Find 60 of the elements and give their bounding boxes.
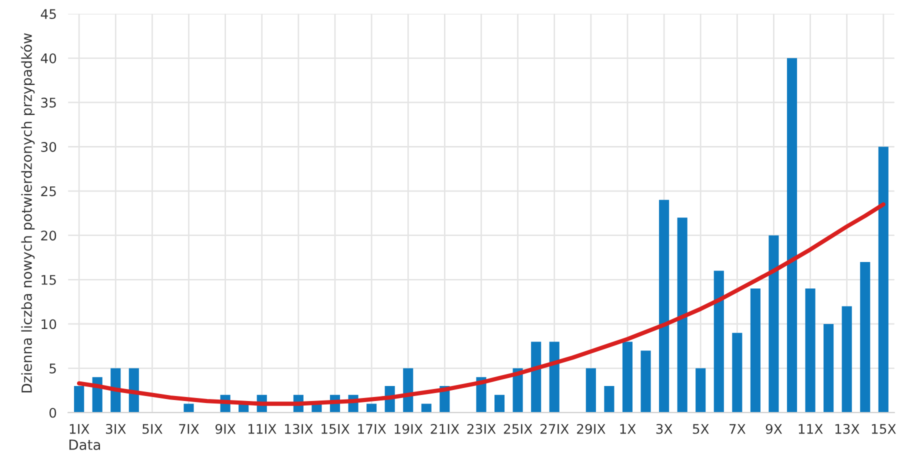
x-tick-label: 7IX: [179, 424, 199, 434]
x-tick-label: 23IX: [467, 424, 496, 434]
bar: [768, 235, 779, 413]
x-tick-label: 29IX: [577, 424, 606, 434]
x-tick-label: 19IX: [394, 424, 423, 434]
x-tick-label: 5X: [692, 424, 709, 434]
bar: [677, 218, 688, 413]
x-tick-label: 5IX: [142, 424, 162, 434]
bar: [805, 288, 816, 413]
y-tick-label: 10: [42, 319, 56, 330]
y-tick-label: 15: [42, 275, 56, 285]
bar: [696, 368, 706, 413]
x-tick-label: 11IX: [248, 424, 276, 434]
x-axis-title: Data: [69, 440, 100, 450]
bar: [549, 342, 560, 413]
bar: [421, 404, 432, 413]
x-tick-label: 9IX: [215, 424, 236, 434]
bar: [786, 58, 798, 413]
x-tick-label: 17IX: [358, 424, 386, 434]
x-tick-label: 21IX: [430, 424, 460, 434]
y-tick-label: 0: [49, 408, 56, 418]
bar: [366, 404, 377, 413]
bar: [824, 324, 834, 413]
x-tick-label: 13IX: [285, 424, 313, 434]
bar: [74, 386, 84, 413]
y-tick-label: 45: [40, 9, 56, 20]
bar: [750, 288, 760, 413]
bar: [494, 394, 505, 413]
y-tick-label: 30: [41, 142, 56, 152]
y-tick-label: 20: [41, 230, 56, 241]
bar: [531, 342, 542, 413]
bar: [842, 306, 852, 413]
bar: [732, 332, 742, 413]
bar: [659, 200, 670, 413]
y-tick-label: 35: [41, 98, 56, 108]
x-tick-label: 11X: [798, 424, 823, 434]
bar: [714, 270, 724, 413]
x-tick-label: 7X: [730, 424, 746, 434]
y-axis-title: Dzienna liczba nowych potwierdzonych przypadków: [20, 33, 35, 392]
bar: [622, 342, 633, 413]
x-tick-label: 1IX: [70, 424, 90, 434]
line-series: [76, 202, 886, 406]
x-tick-label: 15IX: [322, 424, 350, 434]
bar: [604, 386, 614, 413]
y-tick-label: 5: [50, 364, 56, 374]
bar: [860, 262, 870, 413]
y-tick-label: 40: [40, 53, 56, 64]
bar: [878, 146, 888, 413]
x-tick-label: 9X: [766, 424, 782, 434]
x-tick-label: 3IX: [106, 424, 126, 434]
x-tick-label: 25IX: [504, 424, 532, 434]
x-tick-label: 15X: [872, 424, 896, 434]
x-tick-label: 27IX: [540, 424, 569, 434]
bar: [640, 350, 651, 413]
x-tick-label: 13X: [835, 424, 860, 434]
x-tick-label: 1X: [620, 424, 636, 434]
x-tick-label: 3X: [656, 424, 672, 434]
bar: [184, 404, 194, 413]
bar: [586, 368, 596, 413]
y-tick-label: 25: [41, 186, 56, 196]
